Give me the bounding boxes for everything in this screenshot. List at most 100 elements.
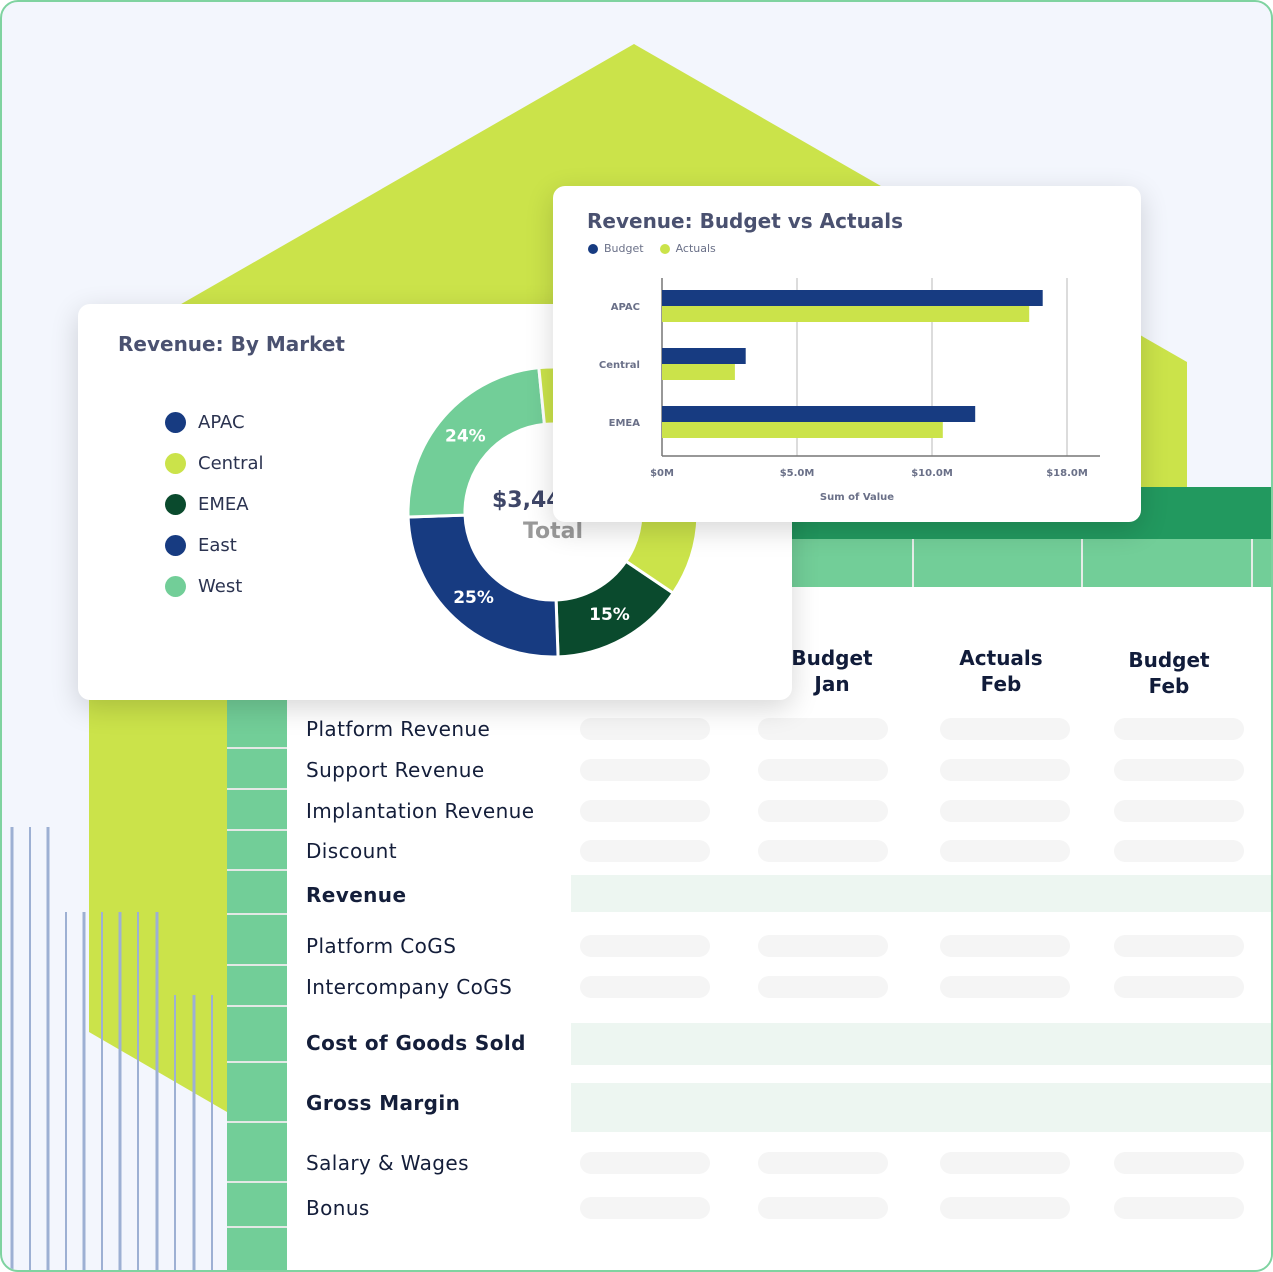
cell-placeholder[interactable] <box>758 1152 888 1174</box>
cell-placeholder[interactable] <box>940 1197 1070 1219</box>
legend-item-west: West <box>165 576 242 597</box>
row-label: Support Revenue <box>306 758 485 782</box>
row-divider <box>227 1005 287 1007</box>
cell-placeholder[interactable] <box>758 976 888 998</box>
column-divider <box>912 539 914 587</box>
row-label: Revenue <box>306 883 407 907</box>
legend-dot <box>165 412 186 433</box>
card-title: Revenue: Budget vs Actuals <box>587 209 904 233</box>
row-label: Bonus <box>306 1196 370 1220</box>
column-header-budget-feb[interactable]: Budget Feb <box>1128 648 1210 698</box>
bar-budget-central <box>662 348 746 364</box>
cell-placeholder[interactable] <box>580 1152 710 1174</box>
cell-placeholder[interactable] <box>940 718 1070 740</box>
cell-placeholder[interactable] <box>940 935 1070 957</box>
legend-dot <box>165 494 186 515</box>
legend-dot <box>659 243 670 254</box>
cell-placeholder[interactable] <box>758 935 888 957</box>
row-label: Platform Revenue <box>306 717 491 741</box>
legend-dot <box>165 453 186 474</box>
cell-placeholder[interactable] <box>580 935 710 957</box>
y-category-label: EMEA <box>609 418 641 429</box>
cell-placeholder[interactable] <box>580 718 710 740</box>
bar-budget-apac <box>662 290 1043 306</box>
cell-placeholder[interactable] <box>1114 976 1244 998</box>
row-divider <box>227 964 287 966</box>
row-divider <box>227 1061 287 1063</box>
cell-placeholder[interactable] <box>940 759 1070 781</box>
row-divider <box>227 788 287 790</box>
cell-placeholder[interactable] <box>940 840 1070 862</box>
cell-placeholder[interactable] <box>758 840 888 862</box>
row-label: Platform CoGS <box>306 934 457 958</box>
column-header-budget-jan[interactable]: Budget Jan <box>791 646 873 696</box>
column-divider <box>1081 539 1083 587</box>
cell-placeholder[interactable] <box>758 759 888 781</box>
bar-budget-emea <box>662 406 976 422</box>
row-divider <box>227 869 287 871</box>
x-axis-title: Sum of Value <box>820 492 894 503</box>
row-divider <box>227 1121 287 1123</box>
x-tick-label: $0M <box>650 468 674 479</box>
cell-placeholder[interactable] <box>1114 1152 1244 1174</box>
row-label: Cost of Goods Sold <box>306 1031 526 1055</box>
budget-vs-actuals-card: Revenue: Budget vs Actuals Budget Actual… <box>553 186 1141 522</box>
row-label: Intercompany CoGS <box>306 975 513 999</box>
row-divider <box>227 829 287 831</box>
y-category-label: Central <box>599 360 640 371</box>
cell-placeholder[interactable] <box>1114 1197 1244 1219</box>
row-label: Discount <box>306 839 398 863</box>
cell-placeholder[interactable] <box>758 718 888 740</box>
y-category-label: APAC <box>611 302 640 313</box>
row-label: Gross Margin <box>306 1091 461 1115</box>
legend-item-apac: APAC <box>165 412 245 433</box>
legend-label: APAC <box>198 412 245 433</box>
cell-placeholder[interactable] <box>580 1197 710 1219</box>
cell-placeholder[interactable] <box>1114 840 1244 862</box>
legend-label: West <box>198 576 243 597</box>
bar-actuals-emea <box>662 422 943 438</box>
cell-placeholder[interactable] <box>940 1152 1070 1174</box>
row-index-column <box>227 587 287 1270</box>
legend-dot <box>165 535 186 556</box>
row-label: Implantation Revenue <box>306 799 535 823</box>
legend-dot <box>165 576 186 597</box>
legend-item-emea: EMEA <box>165 494 249 515</box>
cell-placeholder[interactable] <box>940 800 1070 822</box>
bar-actuals-apac <box>662 306 1030 322</box>
x-tick-label: $5.0M <box>780 468 815 479</box>
cell-placeholder[interactable] <box>1114 759 1244 781</box>
cell-placeholder[interactable] <box>580 840 710 862</box>
subtotal-row-band <box>571 1083 1271 1132</box>
column-header-actuals-feb[interactable]: Actuals Feb <box>959 646 1043 696</box>
vertical-lines-decoration <box>10 827 213 1270</box>
bar-actuals-central <box>662 364 735 380</box>
cell-placeholder[interactable] <box>580 976 710 998</box>
subtotal-row-band <box>571 1023 1271 1065</box>
row-label: Salary & Wages <box>306 1151 469 1175</box>
chart-legend: Budget Actuals <box>588 242 732 255</box>
legend-label: EMEA <box>198 494 249 515</box>
row-divider <box>227 747 287 749</box>
cell-placeholder[interactable] <box>1114 935 1244 957</box>
cell-placeholder[interactable] <box>940 976 1070 998</box>
bar-chart: $0M $5.0M $10.0M $18.0M APAC Central EMEA Sum o… <box>599 278 1100 503</box>
row-divider <box>227 1181 287 1183</box>
subtotal-row-band <box>571 875 1271 912</box>
row-divider <box>227 1226 287 1228</box>
legend-label: East <box>198 535 237 556</box>
legend-item-budget: Budget <box>588 242 644 255</box>
cell-placeholder[interactable] <box>1114 718 1244 740</box>
legend-item-east: East <box>165 535 237 556</box>
x-tick-label: $18.0M <box>1046 468 1088 479</box>
row-divider <box>227 913 287 915</box>
cell-placeholder[interactable] <box>1114 800 1244 822</box>
cell-placeholder[interactable] <box>580 759 710 781</box>
legend-item-central: Central <box>165 453 264 474</box>
cell-placeholder[interactable] <box>758 800 888 822</box>
legend-dot <box>588 243 598 254</box>
cell-placeholder[interactable] <box>580 800 710 822</box>
cell-placeholder[interactable] <box>758 1197 888 1219</box>
legend-item-actuals: Actuals <box>659 242 716 255</box>
